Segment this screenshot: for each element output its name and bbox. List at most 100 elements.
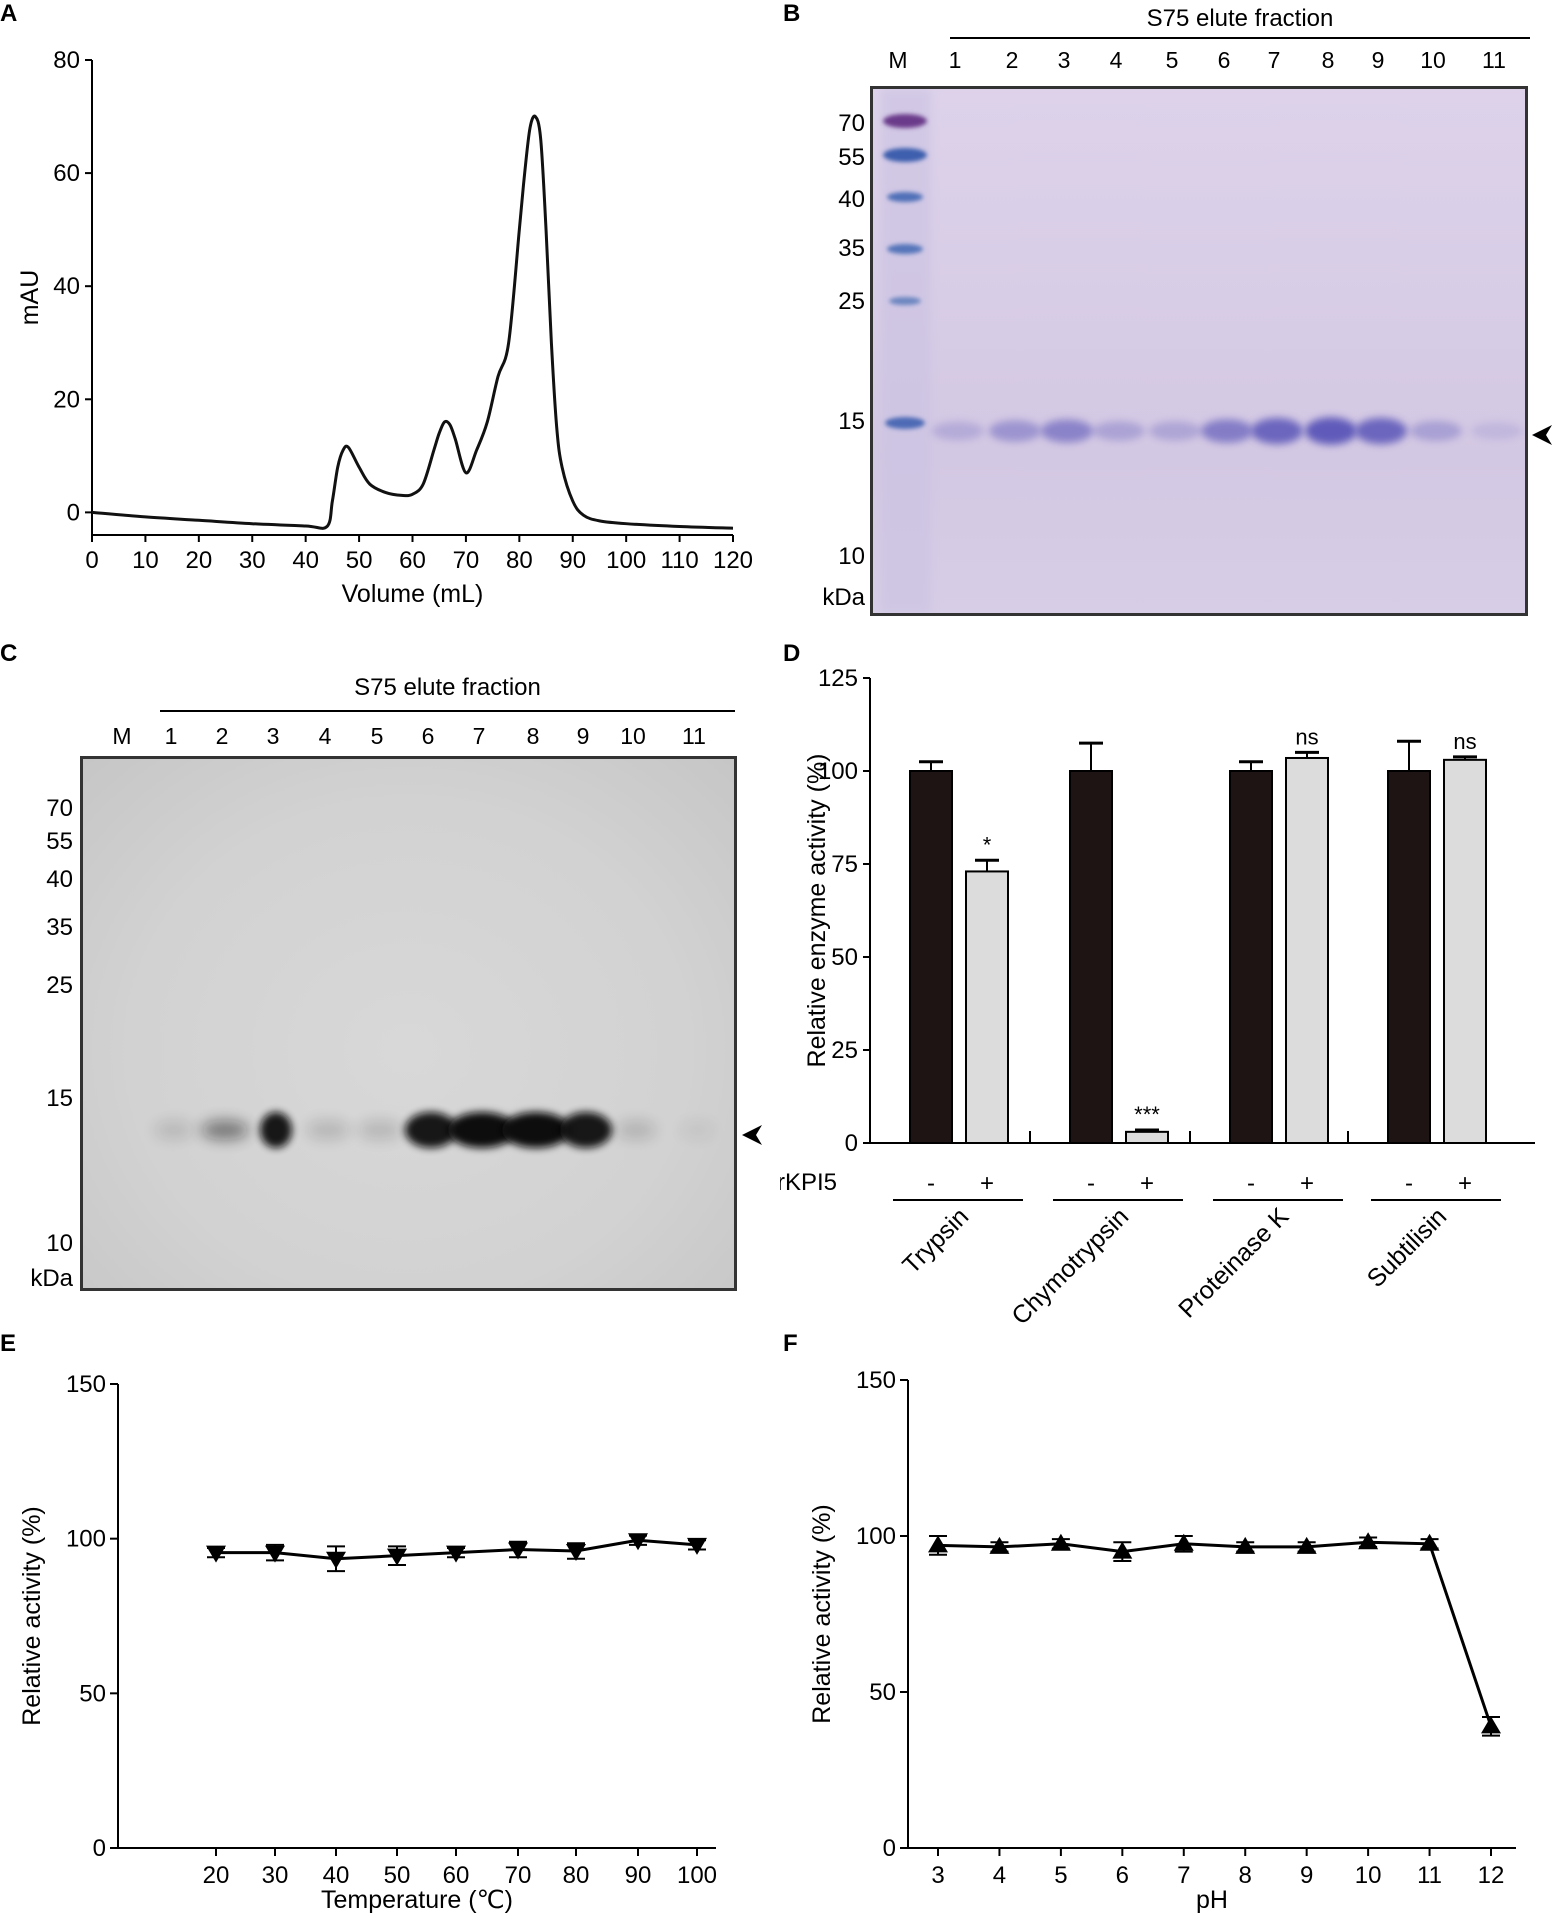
chart-f-y-tick-label: 150 — [856, 1367, 896, 1394]
chart-a-x-axis-title: Volume (mL) — [342, 580, 484, 608]
chart-d-condition-label: + — [1300, 1170, 1314, 1197]
chart-d-y-axis-title: Relative enzyme activity (%) — [803, 754, 831, 1068]
chart-f-x-axis-title: pH — [1196, 1886, 1228, 1914]
chart-f-data-point — [1112, 1541, 1133, 1559]
panel-c-mw-label: 15 — [46, 1085, 73, 1112]
chart-d-y-tick-label: 100 — [818, 758, 858, 785]
chart-d-bar — [965, 870, 1009, 1144]
chart-a-chromatogram: 0 20 40 60 80 0 10 20 30 40 50 60 70 80 90 100 110 120 Vol… — [16, 47, 753, 608]
panel-c-protein-band — [448, 1112, 516, 1148]
chart-a-y-tick-label: 0 — [67, 499, 80, 526]
panel-b-mw-label: 40 — [838, 186, 865, 213]
panel-c-mw-label: 55 — [46, 828, 73, 855]
panel-b-arrowhead-icon — [1532, 425, 1552, 445]
panel-b-protein-band — [1305, 417, 1357, 445]
chart-f-x-tick-label: 3 — [931, 1862, 944, 1889]
chart-d-significance-label: * — [983, 832, 992, 857]
panel-c-lane-label: 9 — [576, 723, 590, 749]
chart-d-condition-label: - — [1247, 1170, 1255, 1197]
panel-b-gel-bands — [881, 89, 1523, 613]
chart-f-data-point — [989, 1536, 1010, 1554]
chart-d-category-label: Trypsin — [897, 1202, 974, 1279]
chart-f-x-tick-label: 10 — [1355, 1862, 1382, 1889]
chart-d-bar — [909, 770, 953, 1144]
panel-c-header: S75 elute fraction — [354, 674, 541, 701]
chart-f-data-point — [928, 1535, 948, 1553]
chart-e-x-tick-label: 100 — [677, 1862, 717, 1889]
chart-f-x-tick-label: 7 — [1177, 1862, 1190, 1889]
panel-c-header-line — [160, 710, 735, 712]
chart-f-x-tick-label: 6 — [1116, 1862, 1129, 1889]
chart-e-data-point — [206, 1545, 226, 1563]
chart-d-category-label: Chymotrypsin — [1006, 1202, 1134, 1330]
chart-a-y-tick-label: 20 — [53, 386, 80, 413]
panel-b-lane-label: 4 — [1109, 47, 1123, 73]
chart-e-data-point — [265, 1545, 285, 1563]
panel-b-header: S75 elute fraction — [1146, 5, 1334, 32]
panel-label-b: B — [783, 0, 801, 27]
chart-e-x-tick-label: 90 — [625, 1862, 652, 1889]
chart-e-data-point — [628, 1533, 648, 1551]
panel-b-mw-label: 35 — [838, 235, 865, 262]
panel-c-mw-label: 70 — [46, 795, 73, 822]
panel-c-kda-label: kDa — [30, 1265, 73, 1292]
panel-c-lane-label: 4 — [318, 723, 332, 749]
chart-d-y-tick-label: 125 — [818, 665, 858, 692]
chart-e-y-tick-label: 100 — [66, 1526, 106, 1553]
chart-a-x-tick-label: 80 — [506, 547, 533, 574]
chart-e-x-axis-title: Temperature (℃) — [321, 1886, 513, 1914]
panel-b-lane-label: 8 — [1321, 47, 1335, 73]
panel-b-lane-label: 11 — [1482, 47, 1506, 73]
chart-e-y-axis-title: Relative activity (%) — [18, 1506, 46, 1726]
chart-a-x-tick-label: 120 — [713, 547, 753, 574]
panel-c-protein-band — [502, 1112, 570, 1148]
panel-b-protein-band — [1201, 419, 1253, 443]
panel-b-mw-label: 15 — [838, 408, 865, 435]
chart-a-x-tick-label: 40 — [292, 547, 319, 574]
panel-b-lane-label: 3 — [1057, 47, 1071, 73]
panel-b-gel-figure: S75 elute fraction M 1 2 3 4 5 6 7 8 9 10 11 70 55 40… — [0, 0, 1555, 640]
chart-f-data-point — [1419, 1533, 1440, 1551]
panel-b-lane-label: 7 — [1267, 47, 1281, 73]
chart-e-x-tick-label: 40 — [323, 1862, 350, 1889]
panel-c-lane-label: 6 — [421, 723, 435, 749]
panel-label-f: F — [783, 1330, 798, 1357]
panel-b-mw-label: 55 — [838, 144, 865, 171]
chart-d-significance-label: *** — [1134, 1102, 1160, 1127]
panel-c-protein-band — [405, 1112, 457, 1148]
panel-c-protein-band — [201, 1120, 249, 1140]
chart-a-x-tick-label: 10 — [132, 547, 159, 574]
chart-d-bar — [1229, 770, 1273, 1144]
panel-b-lane-label: 6 — [1217, 47, 1231, 73]
chart-e-x-tick-label: 80 — [563, 1862, 590, 1889]
chart-f-y-tick-label: 50 — [869, 1679, 896, 1706]
chart-d-bar — [1443, 758, 1487, 1144]
panel-c-lane-label: 11 — [682, 723, 706, 749]
chart-f-data-point — [1235, 1536, 1256, 1554]
chart-d-condition-label: - — [1087, 1170, 1095, 1197]
chart-a-x-tick-label: 60 — [399, 547, 426, 574]
chart-f-x-tick-label: 4 — [993, 1862, 1006, 1889]
panel-c-lane-label: M — [112, 723, 132, 749]
chart-e-x-tick-label: 60 — [443, 1862, 470, 1889]
chart-e-data-point — [566, 1544, 586, 1562]
panel-c-protein-band — [560, 1112, 612, 1148]
chart-f-series-line — [937, 1540, 1493, 1727]
chart-d-factor-label: rKPI5 — [780, 1169, 837, 1196]
chart-d-condition-label: + — [980, 1170, 994, 1197]
chart-e-data-point — [687, 1537, 707, 1555]
chart-d-significance-label: ns — [1295, 724, 1318, 749]
panel-b-protein-band — [1410, 420, 1462, 442]
chart-e-y-tick-label: 0 — [93, 1835, 106, 1862]
panel-b-protein-band — [1355, 417, 1407, 445]
chart-f-data-point — [1050, 1533, 1071, 1551]
chart-e-x-tick-label: 70 — [505, 1862, 532, 1889]
panel-c-lane-label: 1 — [164, 723, 178, 749]
panel-b-mw-label: 25 — [838, 288, 865, 315]
chart-e-x-tick-label: 20 — [203, 1862, 230, 1889]
chart-d-condition-label: + — [1140, 1170, 1154, 1197]
panel-b-lane-label: 5 — [1165, 47, 1179, 73]
panel-b-kda-label: kDa — [822, 584, 865, 611]
panel-b-lane-label: 2 — [1005, 47, 1019, 73]
chart-a-y-tick-label: 40 — [53, 273, 80, 300]
